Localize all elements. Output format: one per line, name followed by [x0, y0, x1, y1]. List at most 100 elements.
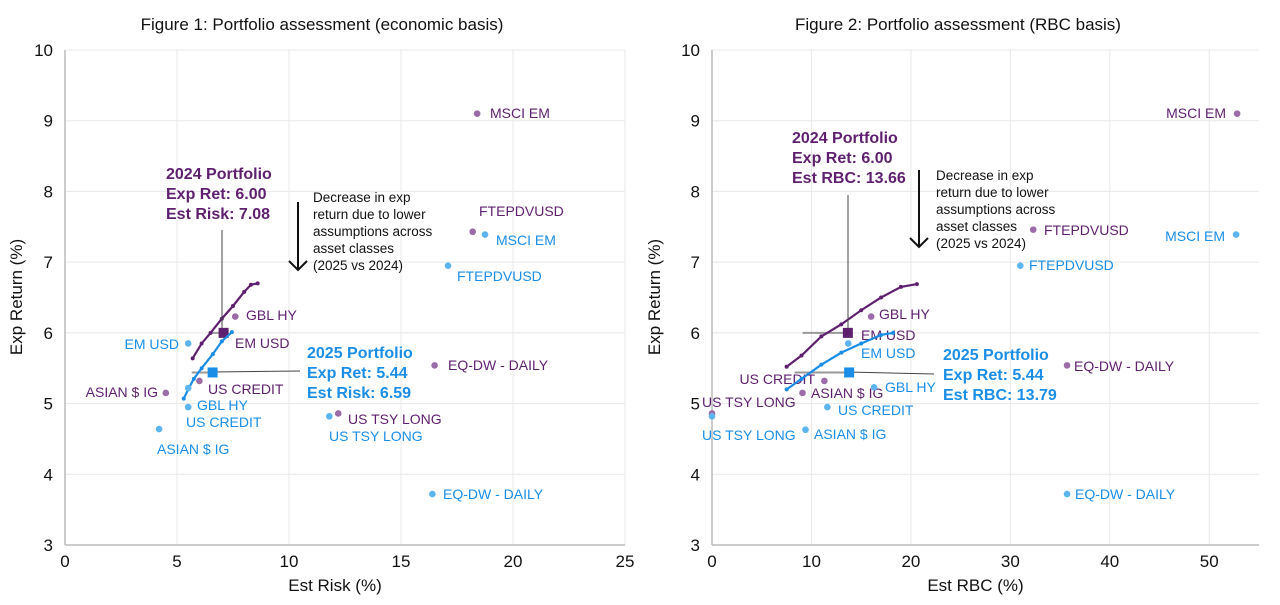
y-tick-label: 4	[691, 465, 700, 484]
frontier-point	[208, 330, 213, 335]
frontier-point	[839, 322, 844, 327]
y-tick-label: 4	[44, 465, 53, 484]
frontier-point	[859, 341, 864, 346]
frontier-point	[255, 281, 260, 286]
asset-point	[481, 231, 489, 238]
asset-point	[162, 389, 170, 397]
asset-point	[844, 340, 852, 347]
frontier-point	[248, 282, 253, 287]
asset-label: US TSY LONG	[702, 427, 796, 443]
asset-label: EQ-DW - DAILY	[443, 486, 544, 502]
asset-label: US TSY LONG	[702, 394, 796, 410]
x-tick-label: 0	[60, 552, 69, 571]
frontier-point	[210, 352, 215, 357]
chart-2: Figure 2: Portfolio assessment (RBC basi…	[645, 15, 1259, 595]
asset-point	[231, 313, 239, 320]
asset-point	[708, 413, 716, 420]
asset-label: GBL HY	[885, 379, 936, 395]
asset-label: EQ-DW - DAILY	[1074, 358, 1175, 374]
asset-label: US TSY LONG	[348, 411, 442, 427]
frontier-point	[859, 308, 864, 313]
asset-label: GBL HY	[246, 307, 297, 323]
y-tick-label: 10	[34, 41, 53, 60]
asset-label: MSCI EM	[496, 232, 556, 248]
frontier-point	[229, 330, 234, 335]
y-tick-label: 5	[691, 395, 700, 414]
x-axis-label: Est Risk (%)	[288, 576, 382, 595]
asset-point	[1017, 262, 1024, 269]
portfolio-leader-line	[847, 371, 935, 375]
x-tick-label: 10	[280, 552, 299, 571]
asset-label: MSCI EM	[1166, 105, 1226, 121]
asset-point	[870, 384, 878, 391]
asset-label: EM USD	[235, 335, 289, 351]
frontier-point	[914, 282, 919, 287]
asset-point	[184, 384, 192, 392]
x-tick-label: 20	[504, 552, 523, 571]
y-tick-label: 6	[44, 324, 53, 343]
y-tick-label: 8	[44, 182, 53, 201]
chart-1: Figure 1: Portfolio assessment (economic…	[7, 15, 634, 595]
x-tick-label: 5	[172, 552, 181, 571]
frontier-point	[819, 362, 824, 367]
asset-point	[1063, 362, 1071, 369]
asset-label: EM USD	[861, 345, 915, 361]
portfolio-marker	[218, 327, 229, 338]
y-tick-label: 3	[691, 536, 700, 555]
asset-point	[326, 413, 333, 420]
annotation-text: return due to lower	[313, 207, 426, 222]
y-axis-label: Exp Return (%)	[7, 239, 26, 355]
portfolio-label: Est RBC: 13.66	[792, 170, 906, 187]
frontier-point	[891, 330, 896, 335]
asset-label: MSCI EM	[490, 105, 550, 121]
asset-label: EM USD	[125, 336, 179, 352]
frontier-point	[231, 303, 235, 308]
chart-title: Figure 2: Portfolio assessment (RBC basi…	[795, 15, 1121, 34]
asset-label: FTEPDVUSD	[479, 203, 564, 219]
asset-label: ASIAN $ IG	[86, 384, 158, 400]
annotation-text: Decrease in exp	[936, 168, 1034, 183]
portfolio-marker	[844, 367, 855, 378]
annotation-text: asset classes	[313, 241, 394, 256]
portfolio-marker	[842, 327, 853, 338]
asset-label: ASIAN $ IG	[811, 385, 883, 401]
asset-point	[196, 377, 203, 385]
asset-point	[802, 426, 809, 434]
asset-point	[431, 362, 438, 369]
asset-point	[824, 403, 831, 411]
asset-point	[155, 425, 163, 433]
x-tick-label: 40	[1100, 552, 1119, 571]
annotation-text: assumptions across	[313, 224, 433, 239]
y-tick-label: 9	[691, 112, 700, 131]
asset-point	[867, 313, 875, 320]
portfolio-label: Est Risk: 6.59	[307, 385, 411, 402]
asset-label: EQ-DW - DAILY	[448, 357, 549, 373]
x-tick-label: 10	[802, 552, 821, 571]
y-axis-label: Exp Return (%)	[645, 239, 664, 355]
frontier-point	[199, 341, 204, 346]
efficient-frontier-line	[785, 282, 918, 368]
asset-label: GBL HY	[197, 397, 248, 413]
asset-label: US CREDIT	[838, 402, 914, 418]
portfolio-label: Exp Ret: 6.00	[166, 186, 267, 203]
portfolio-label: 2025 Portfolio	[943, 347, 1049, 364]
asset-point	[1063, 490, 1071, 498]
annotation-text: Decrease in exp	[313, 190, 411, 205]
asset-point	[184, 403, 192, 411]
asset-point	[1029, 226, 1037, 233]
x-tick-label: 30	[1001, 552, 1020, 571]
asset-point	[444, 262, 452, 269]
portfolio-leader-line	[211, 370, 301, 373]
annotation-text: return due to lower	[936, 185, 1049, 200]
portfolio-label: Est RBC: 13.79	[943, 387, 1057, 404]
y-tick-label: 9	[44, 112, 53, 131]
asset-point	[429, 490, 436, 498]
asset-label: ASIAN $ IG	[814, 426, 886, 442]
portfolio-label: 2024 Portfolio	[792, 130, 898, 147]
x-axis-label: Est RBC (%)	[927, 576, 1023, 595]
portfolio-label: Exp Ret: 5.44	[307, 365, 408, 382]
frontier-point	[799, 376, 804, 381]
portfolio-label: Exp Ret: 5.44	[943, 367, 1044, 384]
y-tick-label: 7	[44, 253, 53, 272]
